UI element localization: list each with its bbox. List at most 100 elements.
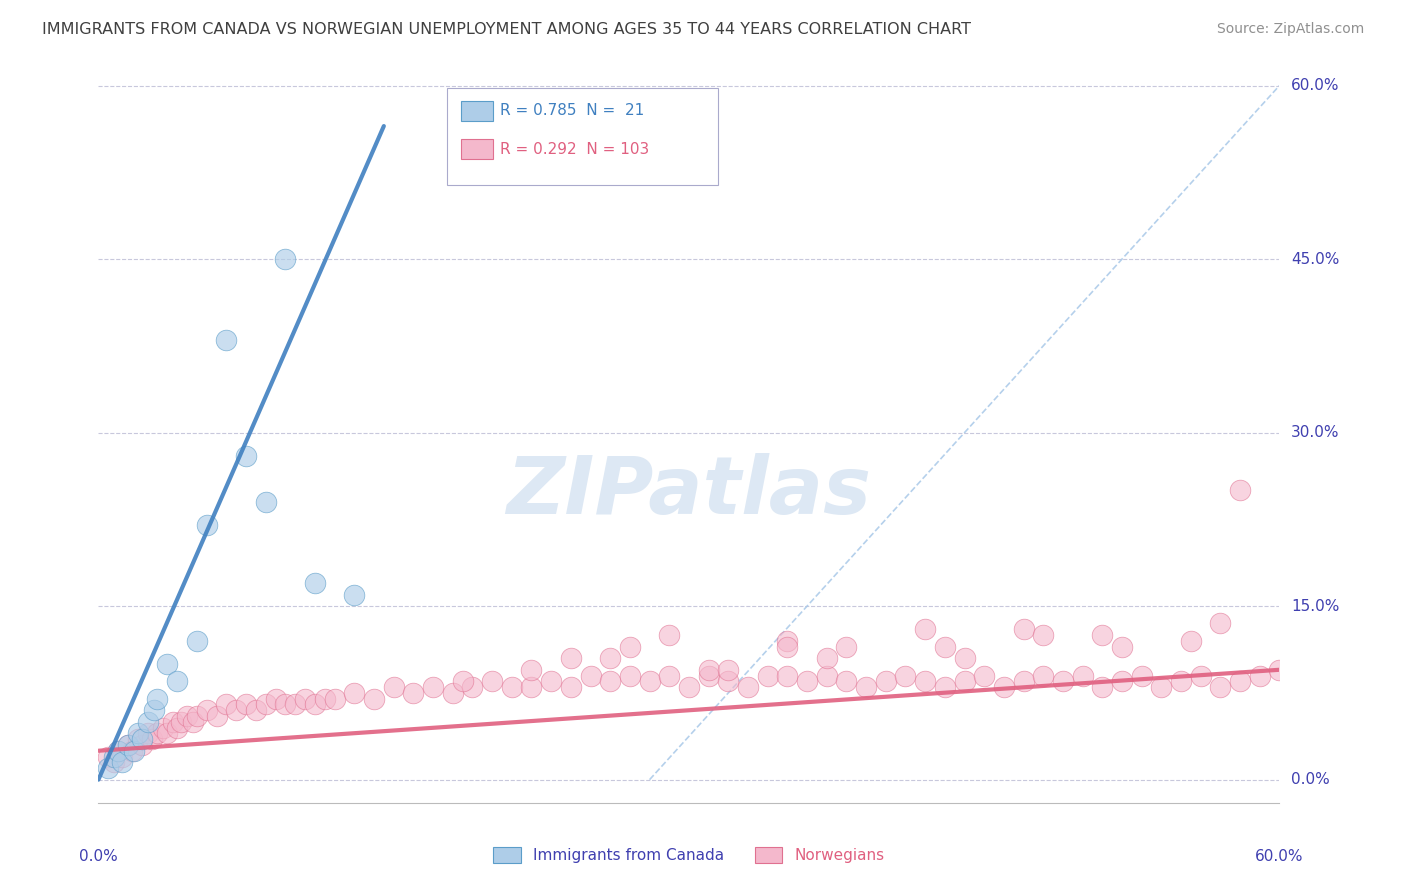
Point [501,680,523,694]
Point [934,680,956,694]
Point [235,449,257,463]
Point [1180,633,1202,648]
Point [142,703,165,717]
Point [914,674,936,689]
Point [382,680,405,694]
Point [855,680,877,694]
Point [127,732,149,747]
Text: R = 0.785  N =  21: R = 0.785 N = 21 [501,103,644,118]
Point [540,674,562,689]
Point [146,691,169,706]
Point [1052,674,1074,689]
Point [1150,680,1173,694]
Text: 60.0%: 60.0% [1256,849,1303,864]
Point [599,674,621,689]
Point [402,686,425,700]
Point [1032,628,1054,642]
Point [697,663,720,677]
Point [875,674,897,689]
FancyBboxPatch shape [461,101,494,121]
Point [323,691,346,706]
Point [1170,674,1192,689]
Point [1268,663,1291,677]
Point [343,588,366,602]
Point [776,633,799,648]
Point [1189,668,1212,682]
Point [993,680,1015,694]
Point [815,668,838,682]
Point [205,709,228,723]
Point [225,703,247,717]
Point [215,698,238,712]
Point [152,721,174,735]
Point [136,714,159,729]
Point [136,726,159,740]
Point [1130,668,1153,682]
Legend: Immigrants from Canada, Norwegians: Immigrants from Canada, Norwegians [488,841,890,869]
Point [1012,622,1035,636]
Point [1111,640,1133,654]
Point [343,686,366,700]
Point [103,756,125,770]
Point [815,651,838,665]
Point [1012,674,1035,689]
Point [1229,674,1251,689]
Point [166,674,188,689]
Point [141,732,163,747]
Point [245,703,267,717]
Point [111,749,134,764]
Point [117,738,139,752]
Point [717,674,740,689]
Point [520,663,543,677]
Point [560,651,582,665]
Point [1091,680,1114,694]
Point [953,651,976,665]
Point [294,691,316,706]
Point [156,657,179,671]
FancyBboxPatch shape [461,139,494,160]
Point [697,668,720,682]
Point [953,674,976,689]
Point [520,680,543,694]
Point [146,726,169,740]
Point [658,668,681,682]
Point [422,680,444,694]
Point [481,674,503,689]
Point [284,698,307,712]
Point [717,663,740,677]
Point [560,680,582,694]
Point [176,709,198,723]
Point [1032,668,1054,682]
Point [678,680,700,694]
Point [619,640,641,654]
Point [274,252,297,266]
Point [274,698,297,712]
Text: 30.0%: 30.0% [1291,425,1340,440]
Text: 0.0%: 0.0% [1291,772,1330,787]
Point [314,691,336,706]
Point [170,714,193,729]
Point [638,674,661,689]
Point [186,633,208,648]
Point [127,726,149,740]
Point [776,640,799,654]
Point [156,726,179,740]
Point [1209,680,1232,694]
Point [973,668,995,682]
Point [264,691,287,706]
Point [934,640,956,654]
Text: Source: ZipAtlas.com: Source: ZipAtlas.com [1216,22,1364,37]
Point [304,576,326,591]
Point [363,691,385,706]
Point [776,668,799,682]
Point [254,698,277,712]
Point [181,714,204,729]
Point [835,674,858,689]
Point [1071,668,1094,682]
Point [254,495,277,509]
Point [914,622,936,636]
Point [1229,483,1251,498]
Point [619,668,641,682]
Point [737,680,759,694]
Point [117,738,139,752]
